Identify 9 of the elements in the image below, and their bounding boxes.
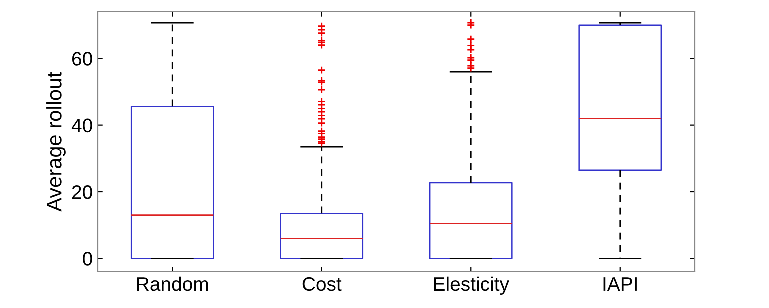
- y-axis-title: Average rollout: [46, 72, 66, 212]
- y-tick-label: 0: [83, 252, 92, 266]
- x-tick-label: Random: [137, 276, 208, 292]
- y-tick-label: 20: [72, 185, 92, 200]
- x-tick-label: Elesticity: [434, 276, 510, 295]
- y-tick-label: 60: [72, 52, 92, 66]
- x-tick-label: Cost: [302, 277, 342, 292]
- x-tick-label: IAPI: [604, 278, 637, 291]
- y-tick-label: 40: [72, 118, 92, 133]
